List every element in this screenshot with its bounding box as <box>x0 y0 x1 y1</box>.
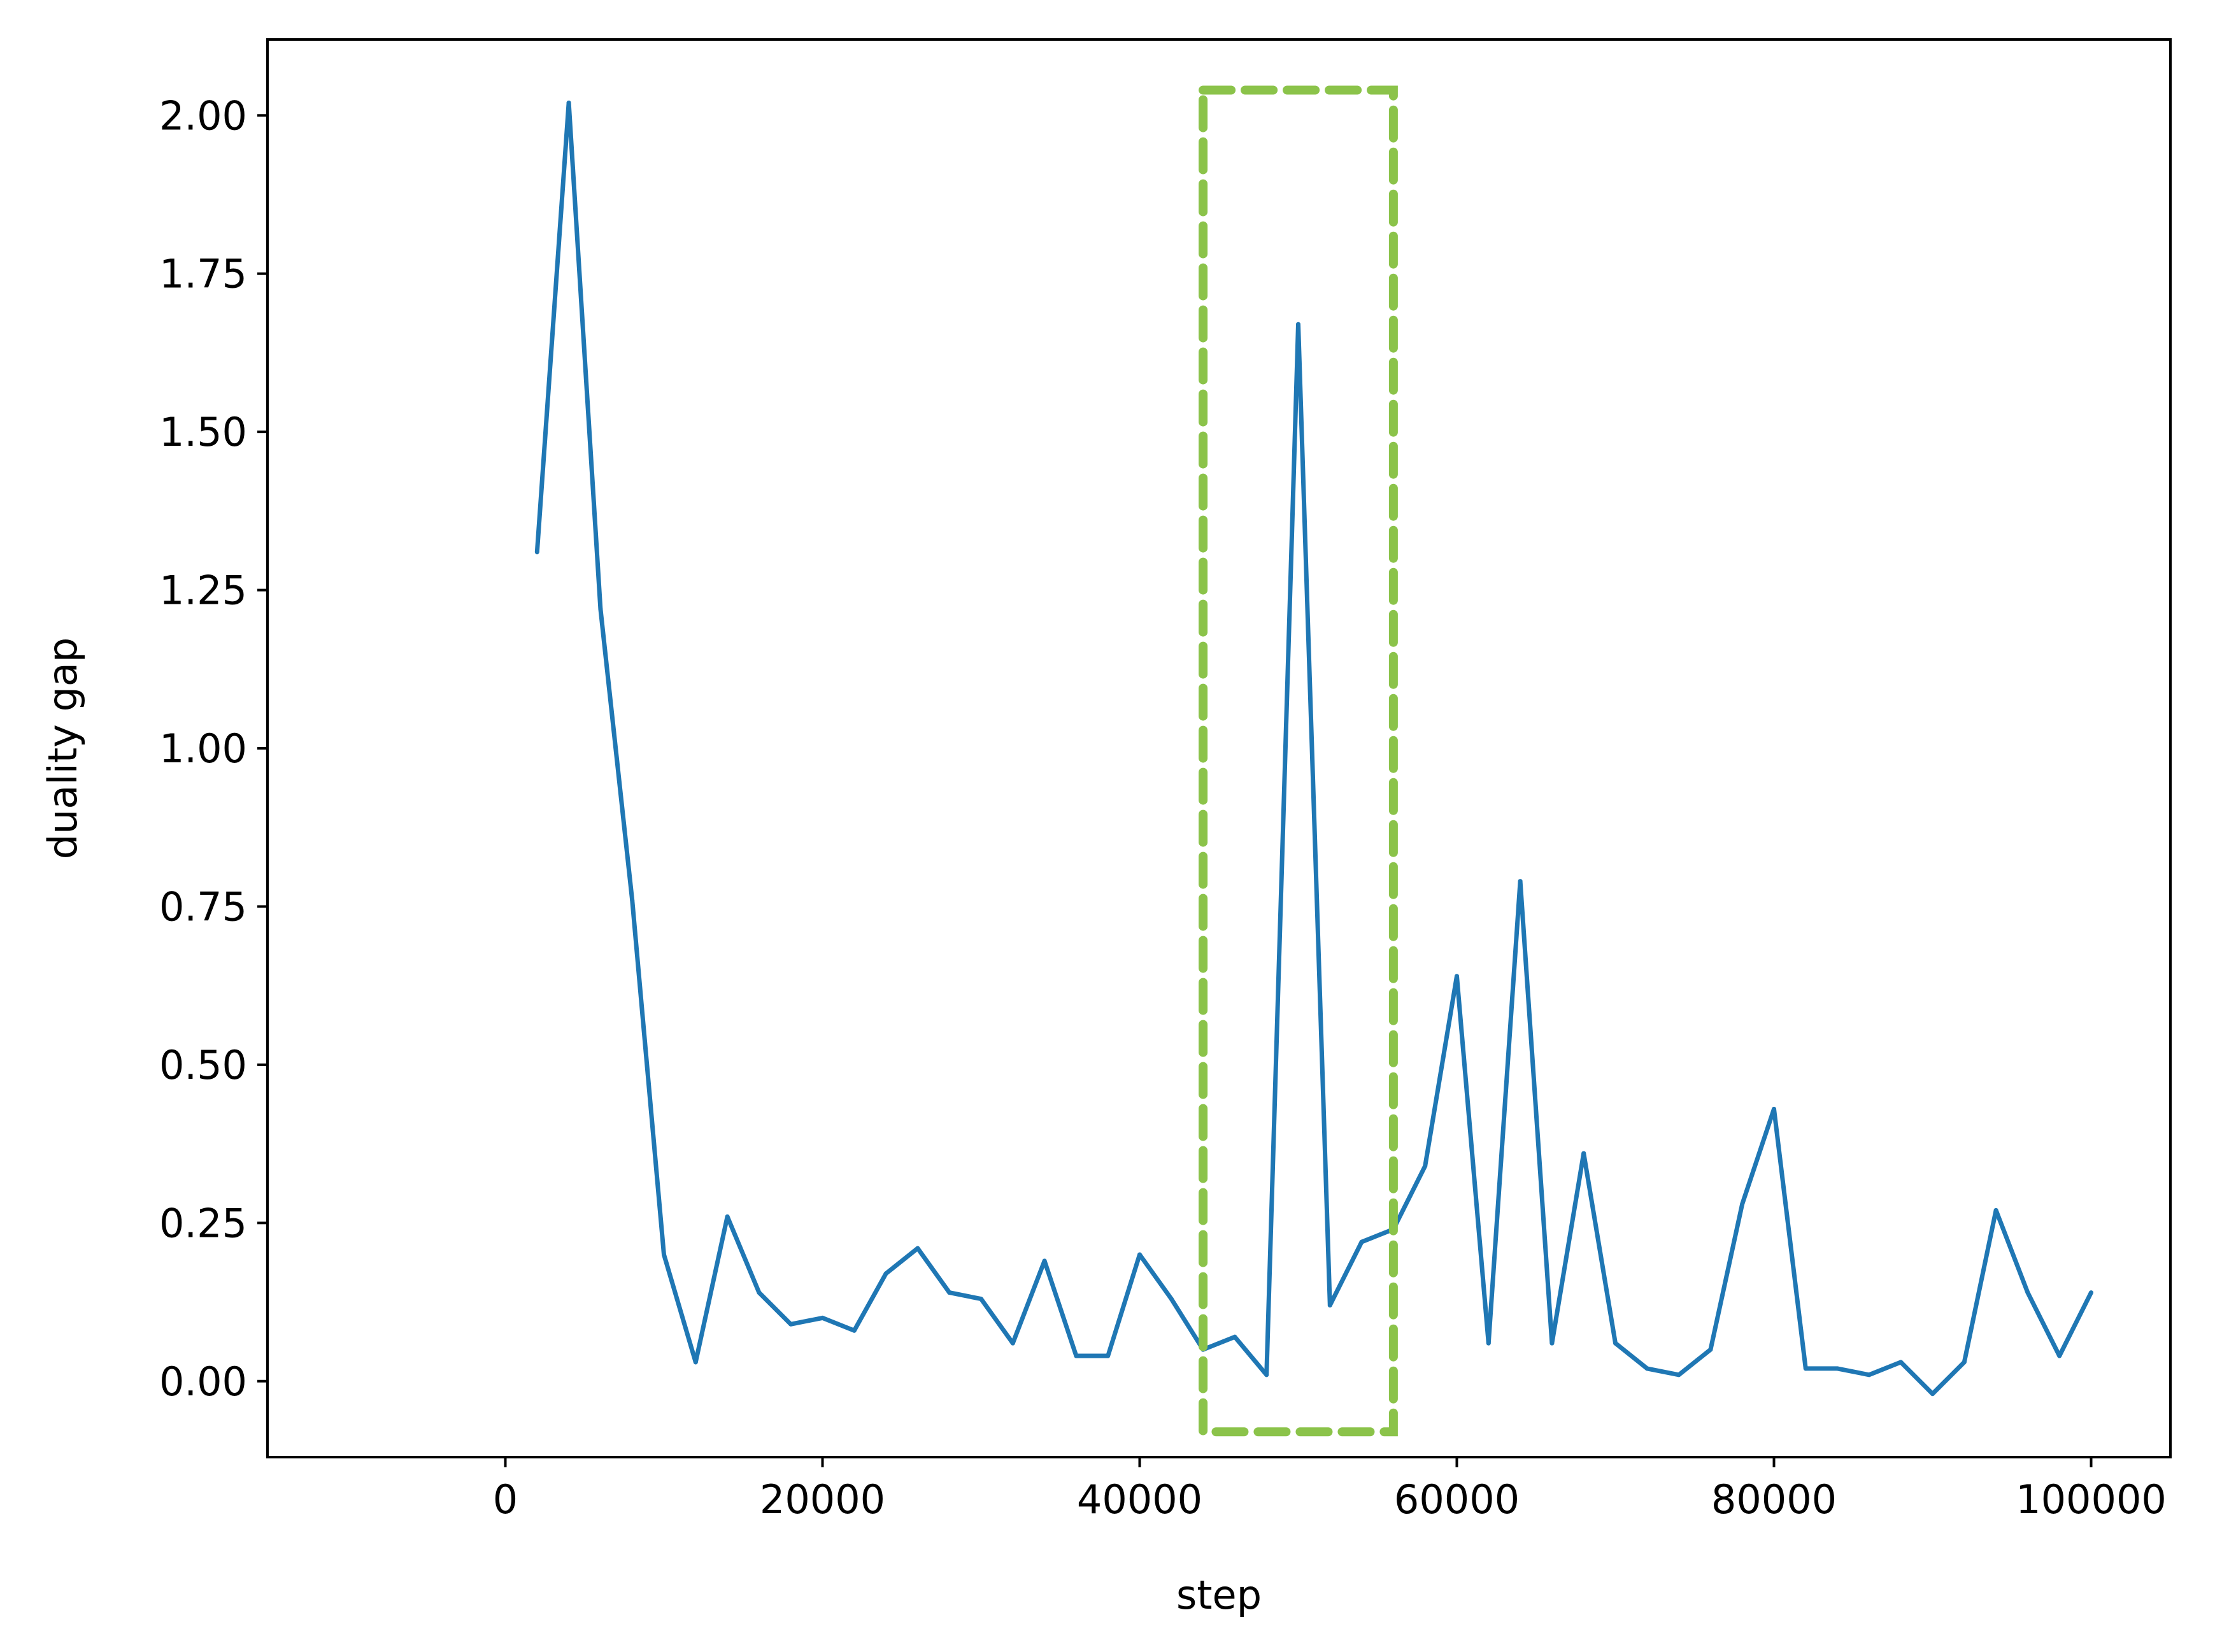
x-tick-label: 80000 <box>1711 1476 1837 1523</box>
data-point <box>2057 1353 2062 1358</box>
y-tick-label: 0.75 <box>159 883 247 930</box>
data-point <box>1803 1366 1808 1371</box>
data-point <box>1359 1239 1364 1244</box>
data-point <box>1455 974 1459 979</box>
y-axis-label: duality gap <box>39 637 86 860</box>
data-point <box>1296 322 1300 327</box>
data-point <box>1042 1258 1047 1264</box>
data-point <box>1169 1297 1174 1302</box>
data-point <box>662 1252 666 1257</box>
y-tick-label: 1.50 <box>159 409 247 455</box>
data-point <box>1772 1106 1776 1111</box>
x-axis: 0 20000 40000 60000 80000 100000 <box>493 1457 2167 1523</box>
data-point <box>1074 1353 1079 1358</box>
series-line-0 <box>534 100 2093 1397</box>
data-point <box>788 1321 794 1327</box>
y-tick-label: 1.00 <box>159 725 247 772</box>
y-axis: 0.00 0.25 0.50 0.75 1.00 1.25 1.50 1.75 2.00 <box>159 92 267 1405</box>
data-point <box>1993 1207 1998 1213</box>
data-point <box>851 1328 857 1333</box>
x-tick-label: 40000 <box>1077 1476 1202 1523</box>
y-tick-label: 1.25 <box>159 567 247 614</box>
data-point <box>1581 1151 1586 1156</box>
x-tick-label: 0 <box>493 1476 518 1523</box>
x-tick-label: 60000 <box>1394 1476 1520 1523</box>
data-point <box>630 898 635 902</box>
data-point <box>1898 1360 1904 1365</box>
data-point <box>1327 1303 1332 1307</box>
data-point <box>1740 1202 1745 1206</box>
data-point <box>1264 1372 1269 1378</box>
data-point <box>534 550 539 555</box>
data-point <box>947 1290 952 1295</box>
data-point <box>1613 1341 1618 1346</box>
data-point <box>883 1271 888 1276</box>
data-point <box>566 100 571 105</box>
data-point <box>1423 1164 1428 1169</box>
data-point <box>1676 1372 1681 1378</box>
data-point <box>1232 1334 1237 1339</box>
y-tick-label: 1.75 <box>159 251 247 297</box>
y-tick-label: 0.50 <box>159 1042 247 1088</box>
x-axis-label: step <box>1176 1572 1262 1618</box>
data-point <box>979 1297 983 1302</box>
data-point <box>725 1214 730 1219</box>
data-point <box>757 1290 762 1295</box>
data-point <box>2025 1290 2030 1295</box>
data-point <box>1708 1347 1713 1352</box>
x-tick-label: 20000 <box>760 1476 885 1523</box>
data-point <box>1930 1392 1935 1397</box>
data-point <box>1010 1341 1015 1346</box>
data-point <box>1106 1353 1111 1358</box>
y-tick-label: 0.25 <box>159 1200 247 1246</box>
data-point <box>598 606 603 611</box>
highlight-box-0 <box>1199 85 1398 1437</box>
plot-content <box>534 85 2093 1437</box>
data-point <box>1137 1252 1142 1257</box>
data-point <box>693 1360 698 1365</box>
x-tick-label: 100000 <box>2016 1476 2167 1523</box>
data-point <box>820 1315 825 1320</box>
data-point <box>1644 1366 1649 1371</box>
data-point <box>1486 1341 1491 1346</box>
data-point <box>1867 1372 1872 1378</box>
data-point <box>1549 1341 1555 1346</box>
data-point <box>1518 879 1523 884</box>
y-tick-label: 0.00 <box>159 1358 247 1405</box>
data-point <box>1835 1366 1840 1371</box>
data-point <box>1962 1360 1967 1365</box>
y-tick-label: 2.00 <box>159 92 247 139</box>
data-point <box>915 1246 920 1251</box>
data-point <box>2089 1290 2093 1295</box>
